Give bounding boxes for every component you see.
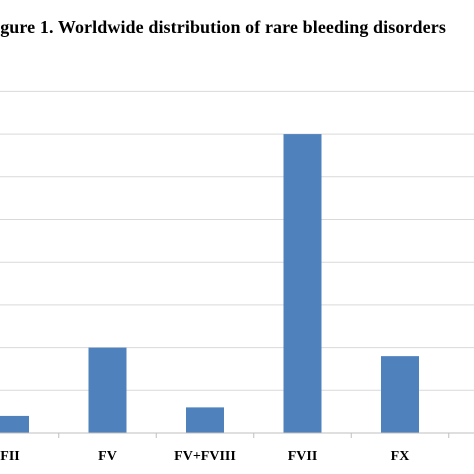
x-tick-label-fv-plus-fviii: FV+FVIII [174, 449, 236, 464]
bar-fv-plus-fviii [186, 407, 224, 433]
gridlines [0, 90, 474, 391]
bar-fv [88, 347, 127, 433]
x-tick-label-fv: FV [98, 449, 117, 464]
x-tick-label-fvii: FVII [288, 449, 318, 464]
chart-title: Figure 1. Worldwide distribution of rare… [0, 17, 446, 37]
bar-fii [0, 415, 29, 433]
bars [0, 134, 419, 433]
bar-fx [381, 356, 419, 433]
x-axis [0, 432, 474, 438]
x-tick-label-fii: FII [0, 449, 19, 464]
bar-fvii [283, 134, 322, 433]
x-tick-label-fx: FX [391, 449, 410, 464]
